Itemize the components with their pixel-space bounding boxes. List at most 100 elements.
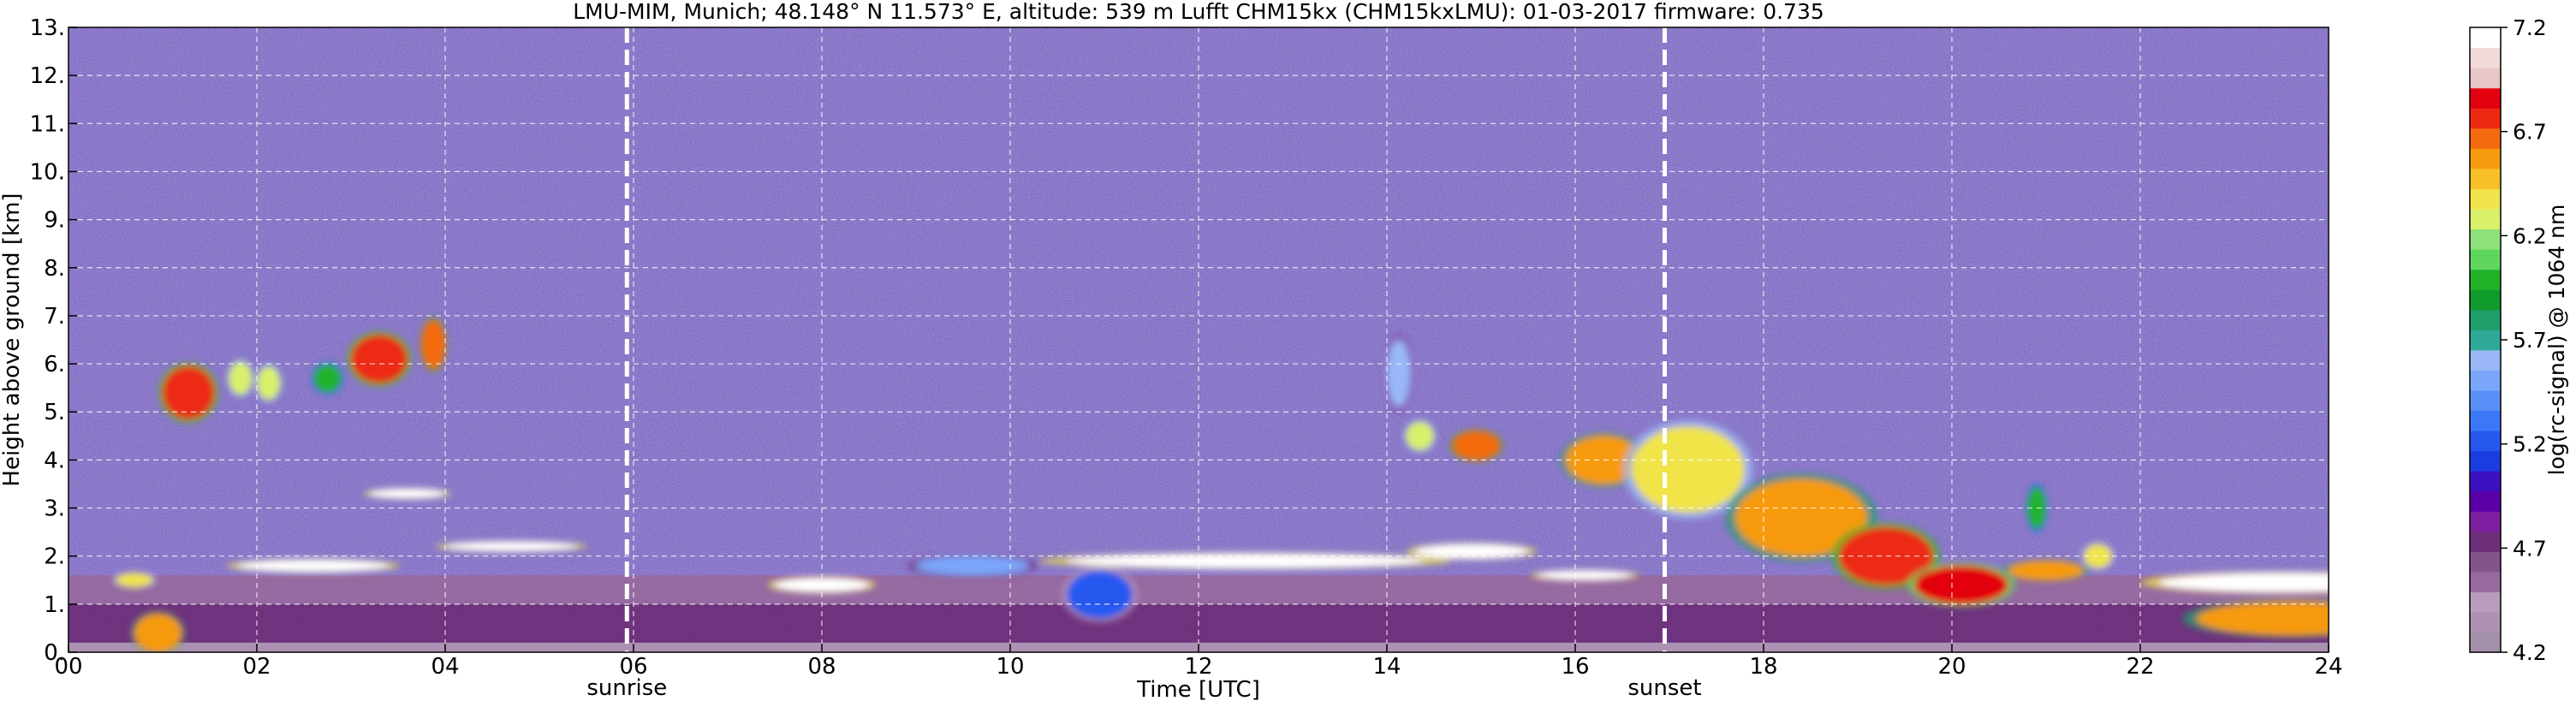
- colorbar-ticks: 4.2 4.7 5.2 5.7 6.2 6.7 7.2: [2501, 15, 2547, 665]
- colorbar-step: [2470, 289, 2501, 311]
- chart-title: LMU-MIM, Munich; 48.148° N 11.573° E, al…: [573, 0, 1824, 24]
- x-tick-label: 12: [1184, 654, 1212, 680]
- signal-features: [112, 317, 2329, 652]
- colorbar: 4.2 4.7 5.2 5.7 6.2 6.7 7.2 log(rc-signal) @ 1…: [2469, 15, 2569, 665]
- colorbar-step: [2470, 47, 2501, 68]
- colorbar-step: [2470, 87, 2501, 109]
- colorbar-step: [2470, 168, 2501, 189]
- feature-mark: [2197, 602, 2329, 636]
- feature-mark: [116, 573, 153, 588]
- colorbar-step: [2470, 571, 2501, 592]
- feature-mark: [1406, 421, 1434, 451]
- feature-mark: [163, 365, 215, 419]
- colorbar-steps: [2470, 27, 2501, 653]
- feature-mark: [2008, 561, 2084, 580]
- colorbar-tick-label: 6.7: [2513, 120, 2547, 145]
- colorbar-tick-label: 6.2: [2513, 223, 2547, 248]
- feature-mark: [421, 320, 445, 369]
- y-tick-label: 6.: [44, 352, 65, 377]
- x-axis-label: Time [UTC]: [1136, 677, 1260, 703]
- colorbar-tick-label: 4.2: [2513, 640, 2547, 665]
- sunrise-label: sunrise: [586, 675, 667, 701]
- feature-mark: [257, 365, 281, 401]
- y-tick-label: 5.: [44, 400, 65, 425]
- feature-mark: [1538, 570, 1632, 580]
- feature-mark: [1735, 478, 1867, 556]
- feature-mark: [445, 541, 577, 552]
- colorbar-step: [2470, 229, 2501, 250]
- grid-lines: [68, 27, 2329, 652]
- colorbar-step: [2470, 450, 2501, 472]
- colorbar-step: [2470, 188, 2501, 210]
- colorbar-step: [2470, 27, 2501, 49]
- colorbar-step: [2470, 108, 2501, 129]
- x-tick-label: 18: [1749, 654, 1777, 680]
- colorbar-tick-label: 5.2: [2513, 432, 2547, 457]
- y-tick-label: 4.: [44, 448, 65, 473]
- x-tick-label: 02: [242, 654, 271, 680]
- feature-mark: [1387, 340, 1411, 407]
- colorbar-step: [2470, 551, 2501, 573]
- feature-mark: [238, 559, 389, 572]
- colorbar-step: [2470, 471, 2501, 492]
- colorbar-step: [2470, 490, 2501, 512]
- x-tick-label: 10: [996, 654, 1024, 680]
- x-tick-label: 06: [619, 654, 647, 680]
- colorbar-step: [2470, 148, 2501, 169]
- y-axis-label: Height above ground [km]: [0, 193, 25, 486]
- feature-mark: [370, 489, 445, 499]
- x-tick-label: 14: [1372, 654, 1401, 680]
- feature-mark: [1453, 431, 1500, 460]
- colorbar-step: [2470, 430, 2501, 452]
- feature-mark: [229, 361, 253, 395]
- colorbar-label: log(rc-signal) @ 1064 nm: [2544, 205, 2569, 476]
- colorbar-step: [2470, 249, 2501, 270]
- y-tick-label: 1.: [44, 592, 65, 618]
- x-tick-label: 22: [2126, 654, 2154, 680]
- colorbar-step: [2470, 591, 2501, 613]
- y-tick-label: 3.: [44, 496, 65, 522]
- sun-markers: [624, 27, 1667, 652]
- y-tick-label: 2.: [44, 544, 65, 570]
- x-tick-label: 24: [2314, 654, 2342, 680]
- x-tick-label: 04: [431, 654, 459, 680]
- colorbar-step: [2470, 330, 2501, 351]
- colorbar-step: [2470, 269, 2501, 290]
- sun-marker-labels: sunrise sunset: [586, 675, 1701, 701]
- y-tick-label: 8.: [44, 256, 65, 282]
- feature-mark: [1067, 570, 1133, 619]
- colorbar-step: [2470, 410, 2501, 431]
- feature-mark: [1914, 565, 2008, 604]
- colorbar-tick-label: 5.7: [2513, 328, 2547, 353]
- colorbar-tick-label: 7.2: [2513, 15, 2547, 40]
- y-tick-label: 10.: [30, 159, 65, 185]
- y-axis-ticks: 0. 1. 2. 3. 4. 5. 6. 7. 8. 9. 10. 11. 12. 13.: [30, 15, 77, 666]
- colorbar-step: [2470, 389, 2501, 412]
- colorbar-step: [2470, 68, 2501, 89]
- colorbar-step: [2470, 128, 2501, 149]
- x-axis-ticks: 00 02 04 06 08 10 12 14 16 18 20 22 24: [54, 644, 2343, 680]
- colorbar-step: [2470, 208, 2501, 230]
- x-tick-label: 16: [1561, 654, 1589, 680]
- feature-mark: [2159, 573, 2329, 592]
- colorbar-step: [2470, 349, 2501, 371]
- y-tick-label: 0.: [44, 640, 65, 666]
- feature-mark: [1067, 553, 1425, 568]
- y-tick-label: 9.: [44, 208, 65, 234]
- y-tick-label: 13.: [30, 15, 65, 41]
- feature-mark: [916, 556, 1029, 576]
- colorbar-step: [2470, 309, 2501, 330]
- colorbar-step: [2470, 531, 2501, 552]
- feature-mark: [1632, 426, 1745, 514]
- feature-mark: [313, 364, 342, 393]
- y-tick-label: 12.: [30, 63, 65, 89]
- x-tick-label: 00: [54, 654, 82, 680]
- feature-mark: [1415, 544, 1528, 559]
- colorbar-step: [2470, 511, 2501, 532]
- y-tick-label: 11.: [30, 111, 65, 137]
- colorbar-step: [2470, 611, 2501, 633]
- feature-mark: [351, 335, 408, 383]
- sunset-label: sunset: [1627, 675, 1701, 701]
- x-tick-label: 08: [807, 654, 836, 680]
